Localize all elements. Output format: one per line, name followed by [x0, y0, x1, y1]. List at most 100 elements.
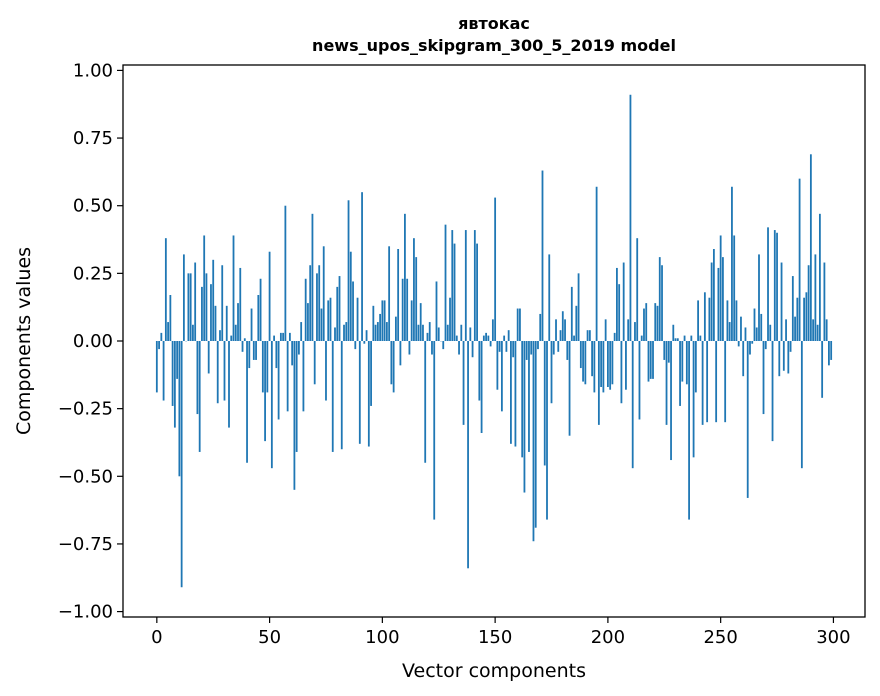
bar [203, 235, 206, 341]
bar [674, 338, 677, 341]
bar [566, 341, 569, 360]
bar [516, 308, 519, 341]
bar [672, 324, 675, 341]
bar [667, 341, 670, 363]
bar [735, 300, 738, 341]
bar [652, 341, 654, 379]
bar [688, 341, 690, 520]
bar [275, 341, 278, 369]
bar [591, 341, 593, 377]
bar [638, 341, 641, 420]
bar [282, 332, 285, 341]
bar [455, 335, 458, 341]
bar [158, 341, 160, 350]
bar [313, 341, 316, 385]
bar [435, 281, 438, 341]
bar [336, 286, 339, 341]
bar [433, 341, 436, 520]
y-tick-label: −0.25 [58, 399, 113, 420]
bar [676, 338, 679, 341]
bar [500, 341, 503, 412]
bar [160, 332, 163, 341]
bar [726, 300, 729, 341]
bar [268, 251, 271, 341]
bar [643, 308, 645, 341]
bar [665, 341, 668, 425]
bar [167, 322, 169, 341]
bar [514, 341, 517, 447]
bar [575, 305, 578, 341]
bar [679, 341, 681, 406]
bar [661, 265, 663, 341]
bar [298, 341, 300, 355]
bar [266, 341, 269, 393]
bar [291, 341, 294, 366]
bar [491, 319, 494, 341]
bar [758, 254, 760, 341]
bar [814, 254, 817, 341]
bar [586, 330, 589, 341]
bar [663, 341, 666, 360]
bar [753, 308, 756, 341]
x-tick-label: 0 [151, 627, 162, 648]
bar [473, 230, 476, 341]
bar [467, 341, 469, 569]
bar [830, 341, 833, 360]
bar [559, 330, 562, 341]
bar [823, 262, 826, 341]
bar [250, 308, 253, 341]
bar [451, 230, 454, 341]
bar [460, 324, 463, 341]
bar [593, 341, 596, 393]
bar [363, 341, 366, 344]
bar [216, 341, 219, 404]
x-tick-label: 150 [478, 627, 512, 648]
bar [755, 327, 758, 341]
bar [557, 341, 560, 352]
bar [406, 278, 409, 341]
bar [354, 341, 357, 350]
bar [618, 284, 621, 341]
bar [410, 300, 413, 341]
bar [507, 330, 510, 341]
bar [169, 295, 172, 341]
bar [478, 341, 481, 401]
bar [728, 322, 731, 341]
bar [744, 327, 747, 341]
bar [431, 341, 433, 355]
bar [444, 224, 447, 341]
bar [392, 341, 395, 393]
bar [252, 341, 255, 360]
bar [180, 341, 183, 588]
bar [446, 324, 449, 341]
bar [331, 341, 334, 452]
bar [564, 319, 566, 341]
bar [214, 305, 217, 341]
bar [597, 341, 600, 425]
bar [606, 341, 609, 387]
bar [821, 341, 824, 398]
bar [277, 341, 280, 420]
bar [706, 341, 709, 423]
bar [625, 341, 627, 390]
bar [769, 324, 772, 341]
bar [397, 249, 400, 341]
bar [751, 341, 754, 344]
bar [370, 341, 372, 406]
bar [579, 341, 582, 369]
bar [300, 322, 303, 341]
y-tick-label: −0.75 [58, 534, 113, 555]
bar [577, 273, 580, 341]
bar [234, 324, 237, 341]
bar [645, 303, 648, 341]
bar [485, 332, 487, 341]
bar [771, 341, 774, 442]
y-tick-label: 0.25 [73, 263, 113, 284]
bar [164, 238, 167, 341]
bar [731, 186, 733, 341]
bar [428, 322, 431, 341]
bar [812, 319, 815, 341]
bar [367, 341, 370, 447]
